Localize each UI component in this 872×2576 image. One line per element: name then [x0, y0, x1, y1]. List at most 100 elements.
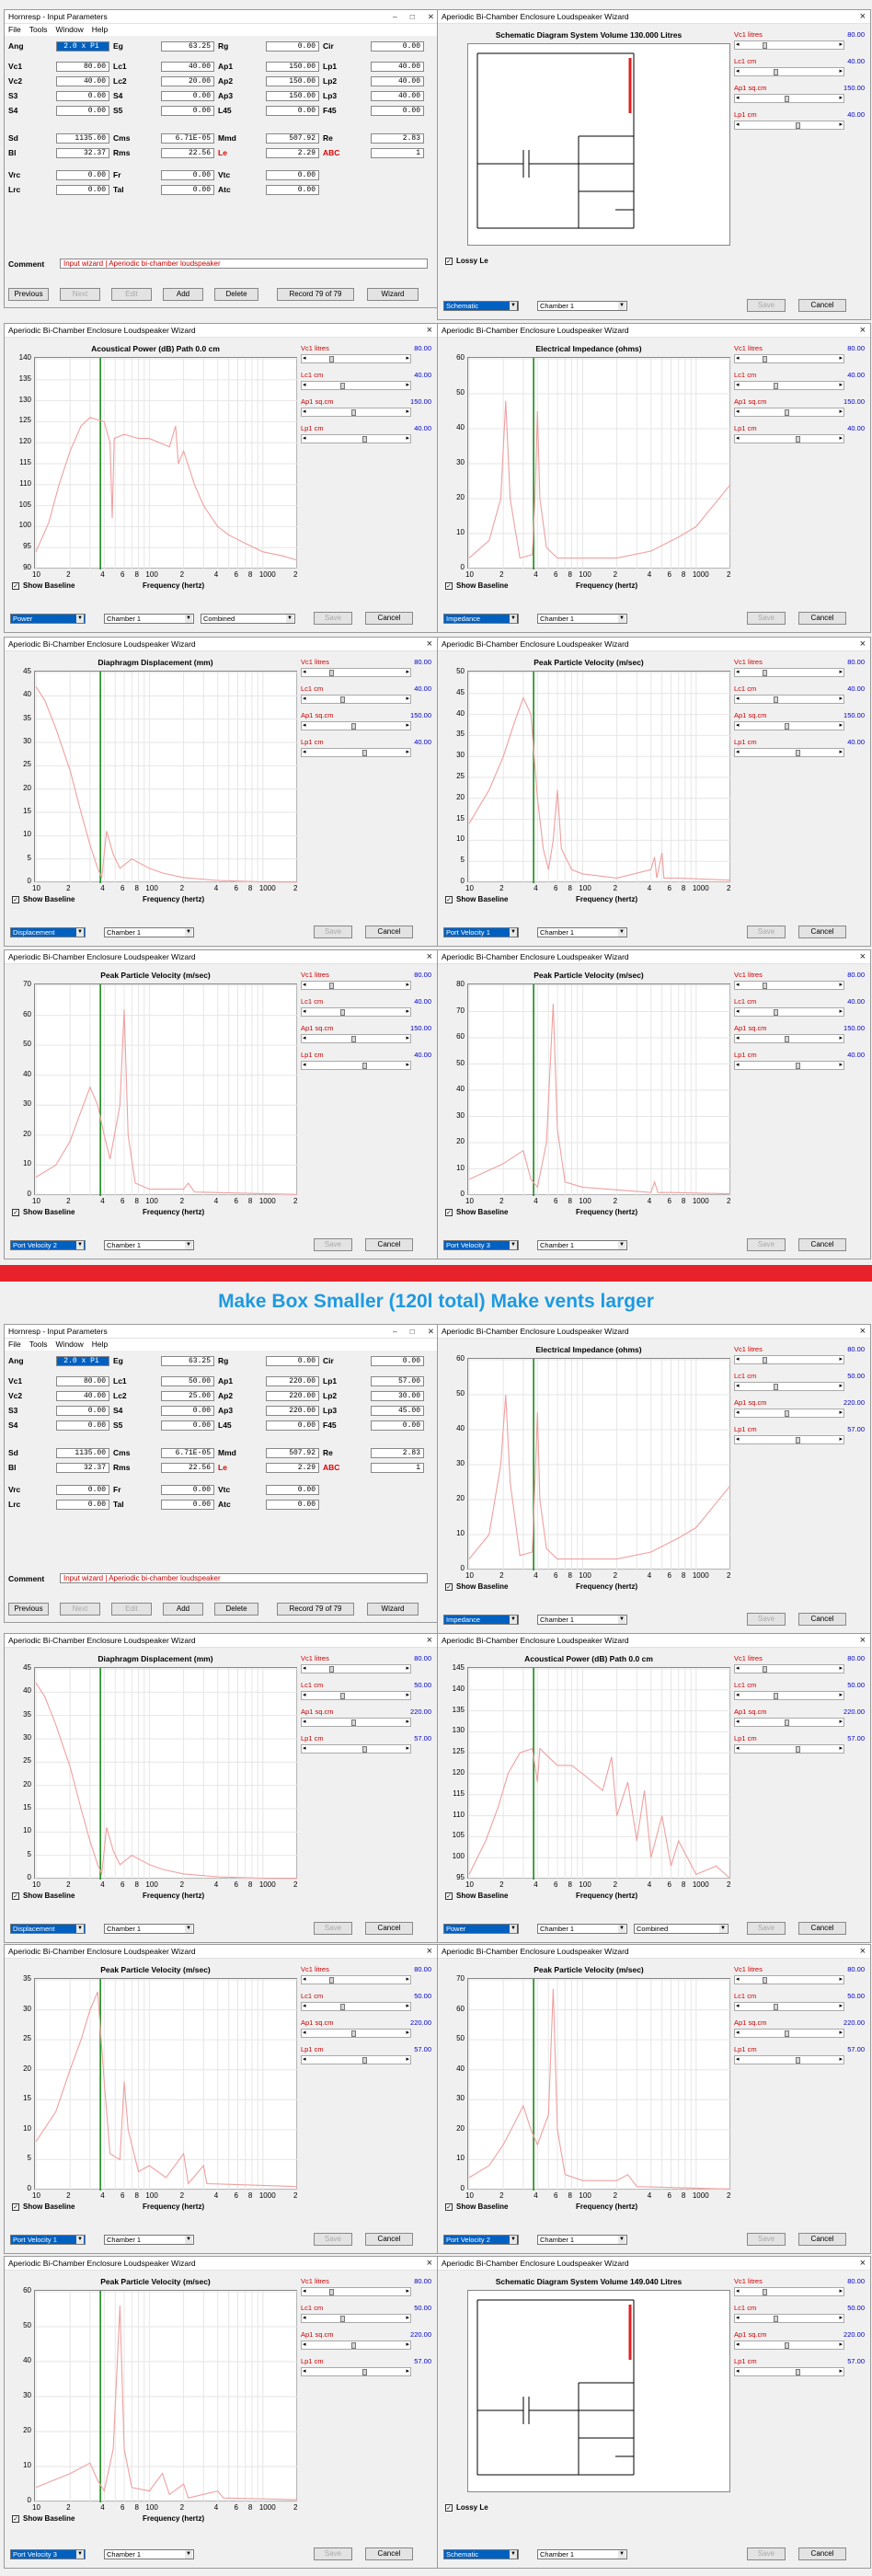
param-field-fr[interactable]: 0.00: [161, 1485, 214, 1495]
param-slider[interactable]: ◂ ▸: [301, 354, 411, 363]
slider-thumb[interactable]: [763, 2289, 767, 2295]
slider-thumb[interactable]: [329, 670, 334, 676]
slider-thumb[interactable]: [340, 2004, 345, 2010]
param-slider[interactable]: ◂ ▸: [734, 1061, 844, 1070]
param-slider[interactable]: ◂ ▸: [734, 2002, 844, 2011]
save-button[interactable]: Save: [314, 1922, 352, 1935]
checkbox-icon[interactable]: ✓: [445, 1582, 453, 1591]
cancel-button[interactable]: Cancel: [365, 926, 413, 938]
param-slider[interactable]: ◂ ▸: [301, 381, 411, 390]
param-slider[interactable]: ◂ ▸: [734, 981, 844, 990]
param-field-lrc[interactable]: 0.00: [56, 1500, 109, 1510]
right-arrow-icon[interactable]: ▸: [406, 408, 409, 415]
right-arrow-icon[interactable]: ▸: [839, 2288, 843, 2294]
slider-thumb[interactable]: [340, 383, 345, 389]
save-button[interactable]: Save: [314, 2547, 352, 2560]
slider-thumb[interactable]: [329, 983, 334, 989]
slider-thumb[interactable]: [796, 122, 800, 129]
param-field-rg[interactable]: 0.00: [266, 1356, 319, 1366]
param-field-abc[interactable]: 1: [371, 148, 424, 158]
param-slider[interactable]: ◂ ▸: [301, 668, 411, 677]
left-arrow-icon[interactable]: ◂: [736, 2003, 740, 2009]
checkbox-icon[interactable]: ✓: [12, 1892, 19, 1900]
slider-thumb[interactable]: [329, 1977, 334, 1984]
right-arrow-icon[interactable]: ▸: [839, 2056, 843, 2063]
menu-file[interactable]: File: [8, 25, 21, 34]
menu-tools[interactable]: Tools: [29, 25, 48, 34]
combined-select[interactable]: Combined ▼: [201, 614, 295, 624]
left-arrow-icon[interactable]: ◂: [303, 435, 306, 442]
chamber-select[interactable]: Chamber 1 ▼: [104, 2235, 194, 2245]
chamber-select[interactable]: Chamber 1 ▼: [537, 2235, 627, 2245]
left-arrow-icon[interactable]: ◂: [736, 1409, 740, 1416]
cancel-button[interactable]: Cancel: [365, 612, 413, 625]
right-arrow-icon[interactable]: ▸: [839, 408, 843, 415]
slider-thumb[interactable]: [785, 1036, 789, 1042]
close-icon[interactable]: ×: [859, 11, 866, 22]
left-arrow-icon[interactable]: ◂: [303, 1976, 306, 1983]
slider-thumb[interactable]: [785, 96, 789, 102]
cancel-button[interactable]: Cancel: [798, 612, 846, 625]
param-slider[interactable]: ◂ ▸: [301, 1975, 411, 1984]
show-baseline-checkbox[interactable]: ✓ Show Baseline: [12, 1208, 75, 1216]
left-arrow-icon[interactable]: ◂: [736, 355, 740, 362]
param-slider[interactable]: ◂ ▸: [734, 695, 844, 704]
right-arrow-icon[interactable]: ▸: [406, 1665, 409, 1672]
param-field-s4[interactable]: 0.00: [161, 91, 214, 101]
param-slider[interactable]: ◂ ▸: [301, 981, 411, 990]
slider-thumb[interactable]: [796, 750, 800, 756]
mode-select[interactable]: Impedance ▼: [443, 1615, 519, 1625]
right-arrow-icon[interactable]: ▸: [839, 355, 843, 362]
left-arrow-icon[interactable]: ◂: [736, 1062, 740, 1068]
param-slider[interactable]: ◂ ▸: [734, 1744, 844, 1754]
param-slider[interactable]: ◂ ▸: [301, 408, 411, 417]
left-arrow-icon[interactable]: ◂: [303, 722, 306, 729]
param-slider[interactable]: ◂ ▸: [734, 1007, 844, 1017]
show-baseline-checkbox[interactable]: ✓ Show Baseline: [12, 895, 75, 903]
param-slider[interactable]: ◂ ▸: [301, 2314, 411, 2323]
right-arrow-icon[interactable]: ▸: [839, 982, 843, 988]
menu-window[interactable]: Window: [55, 25, 84, 34]
right-arrow-icon[interactable]: ▸: [406, 2030, 409, 2036]
param-field-sd[interactable]: 1135.00: [56, 133, 109, 144]
left-arrow-icon[interactable]: ◂: [303, 2341, 306, 2348]
param-field-ap2[interactable]: 150.00: [266, 76, 319, 86]
add-button[interactable]: Add: [163, 288, 203, 301]
show-baseline-checkbox[interactable]: ✓ Show Baseline: [445, 895, 508, 903]
maximize-icon[interactable]: □: [409, 12, 415, 21]
param-slider[interactable]: ◂ ▸: [301, 1061, 411, 1070]
param-field-le[interactable]: 2.29: [266, 148, 319, 158]
save-button[interactable]: Save: [314, 612, 352, 625]
param-slider[interactable]: ◂ ▸: [734, 40, 844, 50]
next-button[interactable]: Next: [60, 1603, 100, 1616]
slider-thumb[interactable]: [329, 1666, 334, 1673]
close-icon[interactable]: ×: [859, 325, 866, 336]
chamber-select[interactable]: Chamber 1 ▼: [537, 1240, 627, 1250]
slider-thumb[interactable]: [785, 723, 789, 730]
param-field-vc2[interactable]: 40.00: [56, 76, 109, 86]
param-field-ap3[interactable]: 220.00: [266, 1406, 319, 1416]
param-slider[interactable]: ◂ ▸: [301, 1718, 411, 1727]
left-arrow-icon[interactable]: ◂: [736, 1356, 740, 1363]
param-field-atc[interactable]: 0.00: [266, 185, 319, 195]
param-slider[interactable]: ◂ ▸: [734, 1382, 844, 1391]
chamber-select[interactable]: Chamber 1 ▼: [537, 927, 627, 937]
save-button[interactable]: Save: [747, 1613, 786, 1626]
left-arrow-icon[interactable]: ◂: [736, 1665, 740, 1672]
chamber-select[interactable]: Chamber 1 ▼: [537, 614, 627, 624]
right-arrow-icon[interactable]: ▸: [839, 1356, 843, 1363]
param-field-fr[interactable]: 0.00: [161, 170, 214, 180]
right-arrow-icon[interactable]: ▸: [406, 2315, 409, 2321]
checkbox-icon[interactable]: ✓: [445, 1208, 453, 1216]
param-slider[interactable]: ◂ ▸: [301, 1691, 411, 1700]
comment-field[interactable]: Input wizard | Aperiodic bi-chamber loud…: [60, 1573, 428, 1583]
slider-thumb[interactable]: [340, 696, 345, 703]
slider-thumb[interactable]: [362, 750, 367, 756]
param-slider[interactable]: ◂ ▸: [301, 2055, 411, 2064]
menu-file[interactable]: File: [8, 1340, 21, 1349]
left-arrow-icon[interactable]: ◂: [303, 2003, 306, 2009]
right-arrow-icon[interactable]: ▸: [839, 121, 843, 128]
left-arrow-icon[interactable]: ◂: [736, 1745, 740, 1752]
right-arrow-icon[interactable]: ▸: [839, 382, 843, 388]
menu-window[interactable]: Window: [55, 1340, 84, 1349]
